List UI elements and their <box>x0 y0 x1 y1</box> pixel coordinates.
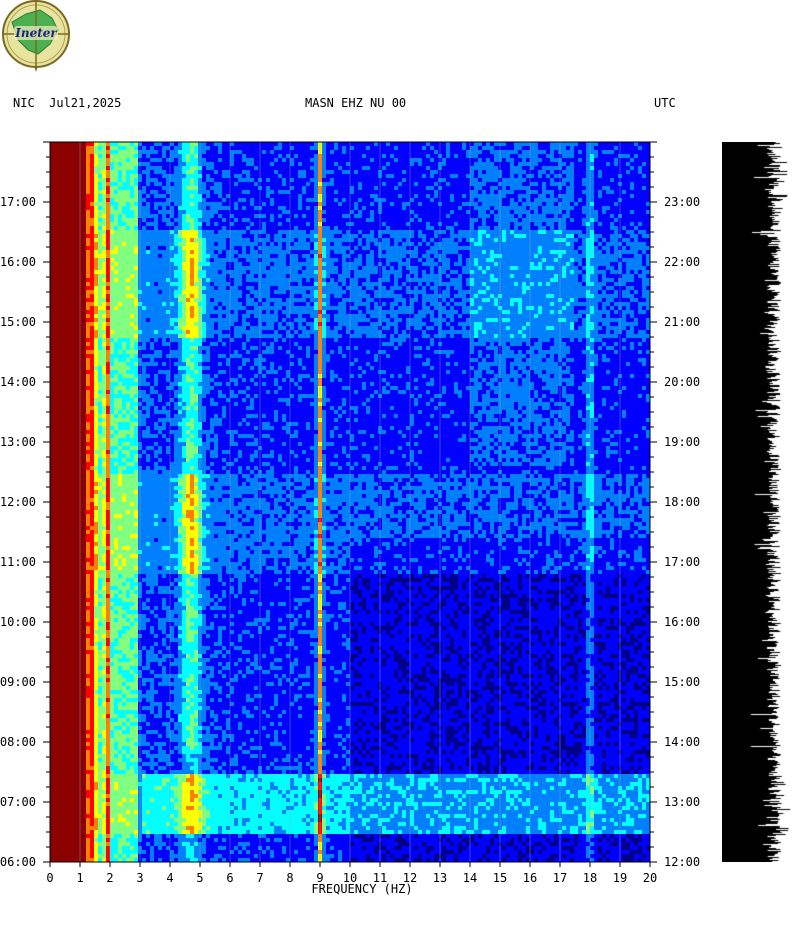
logo-text: Ineter <box>14 26 58 40</box>
x-tick-label: 12 <box>403 871 417 885</box>
x-tick-label: 16 <box>523 871 537 885</box>
left-time-label: 12:00 <box>0 495 36 509</box>
left-time-label: 08:00 <box>0 735 36 749</box>
channel-title: MASN EHZ NU 00 <box>305 96 407 110</box>
left-time-label: 07:00 <box>0 795 36 809</box>
left-time-label: 17:00 <box>0 195 36 209</box>
x-tick-label: 18 <box>583 871 597 885</box>
right-time-label: 13:00 <box>664 795 700 809</box>
seismic-trace <box>722 142 796 862</box>
x-tick-label: 14 <box>463 871 477 885</box>
left-time-label: 13:00 <box>0 435 36 449</box>
x-tick-label: 13 <box>433 871 447 885</box>
x-tick-label: 20 <box>643 871 657 885</box>
right-time-label: 15:00 <box>664 675 700 689</box>
x-tick-label: 17 <box>553 871 567 885</box>
left-time-label: 06:00 <box>0 855 36 869</box>
x-tick-label: 6 <box>226 871 233 885</box>
x-tick-label: 15 <box>493 871 507 885</box>
x-tick-label: 2 <box>106 871 113 885</box>
x-tick-label: 8 <box>286 871 293 885</box>
spectrogram-grid <box>49 142 651 862</box>
x-tick-label: 0 <box>46 871 53 885</box>
x-tick-label: 3 <box>136 871 143 885</box>
right-time-label: 16:00 <box>664 615 700 629</box>
utc-label: UTC <box>654 96 676 110</box>
x-tick-label: 10 <box>343 871 357 885</box>
right-time-label: 17:00 <box>664 555 700 569</box>
x-tick-label: 9 <box>316 871 323 885</box>
right-time-label: 21:00 <box>664 315 700 329</box>
left-time-label: 15:00 <box>0 315 36 329</box>
x-tick-label: 5 <box>196 871 203 885</box>
spectrogram-axes: 0 1 2 3 4 5 6 7 8 9 10 11 12 13 14 15 16 17 18 19 2017:0016:… <box>0 141 700 885</box>
ineter-logo: Ineter <box>2 0 70 72</box>
right-time-label: 12:00 <box>664 855 700 869</box>
right-time-label: 19:00 <box>664 435 700 449</box>
left-time-label: 10:00 <box>0 615 36 629</box>
left-time-label: 14:00 <box>0 375 36 389</box>
x-tick-label: 1 <box>76 871 83 885</box>
station-date-label: NIC Jul21,2025 <box>13 96 122 110</box>
x-tick-label: 11 <box>373 871 387 885</box>
right-time-label: 14:00 <box>664 735 700 749</box>
x-axis-label: FREQUENCY (HZ) <box>311 882 412 896</box>
left-time-label: 11:00 <box>0 555 36 569</box>
x-tick-label: 7 <box>256 871 263 885</box>
x-tick-label: 19 <box>613 871 627 885</box>
left-time-label: 16:00 <box>0 255 36 269</box>
x-tick-label: 4 <box>166 871 173 885</box>
right-time-label: 18:00 <box>664 495 700 509</box>
left-time-label: 09:00 <box>0 675 36 689</box>
right-time-label: 22:00 <box>664 255 700 269</box>
right-time-label: 23:00 <box>664 195 700 209</box>
right-time-label: 20:00 <box>664 375 700 389</box>
